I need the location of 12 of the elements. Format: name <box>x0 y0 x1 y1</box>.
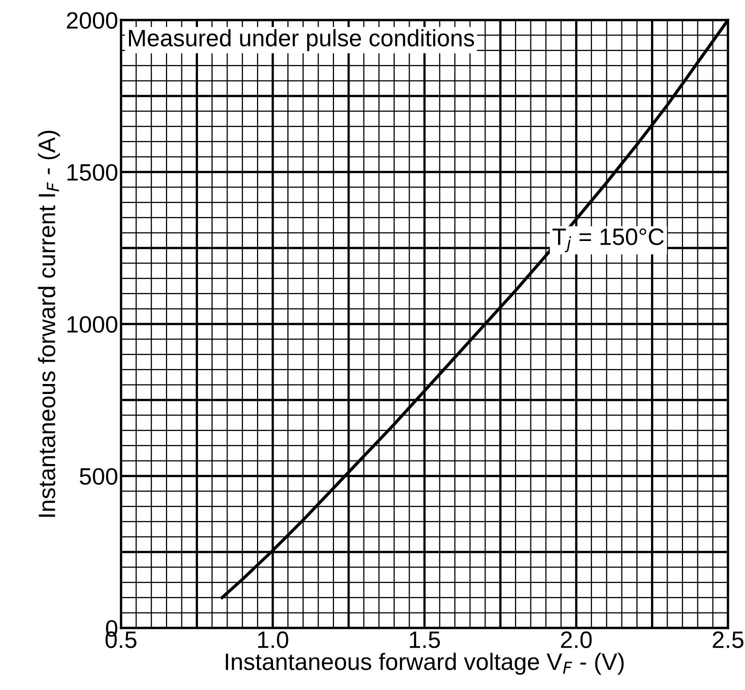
x-tick-label: 1.5 <box>410 632 440 648</box>
annotation: T$_{j}$ = 150°C <box>552 228 664 252</box>
x-tick-label: 2.0 <box>561 631 592 648</box>
x-tick-label: 1.0 <box>258 631 288 648</box>
annotation: Measured under pulse conditions <box>129 29 474 52</box>
y-tick-label: 1000 <box>68 316 118 333</box>
x-tick-label: 2.5 <box>712 631 744 648</box>
x-axis-title: Instantaneous forward voltage V$_{F}$ - (V) <box>226 652 624 675</box>
y-axis-title: Instantaneous forward current I$_{F}$ - (A) <box>38 130 60 517</box>
y-tick-label: 500 <box>80 468 118 485</box>
y-tick-label: 1500 <box>68 164 118 181</box>
y-tick-label: 2000 <box>66 12 118 29</box>
